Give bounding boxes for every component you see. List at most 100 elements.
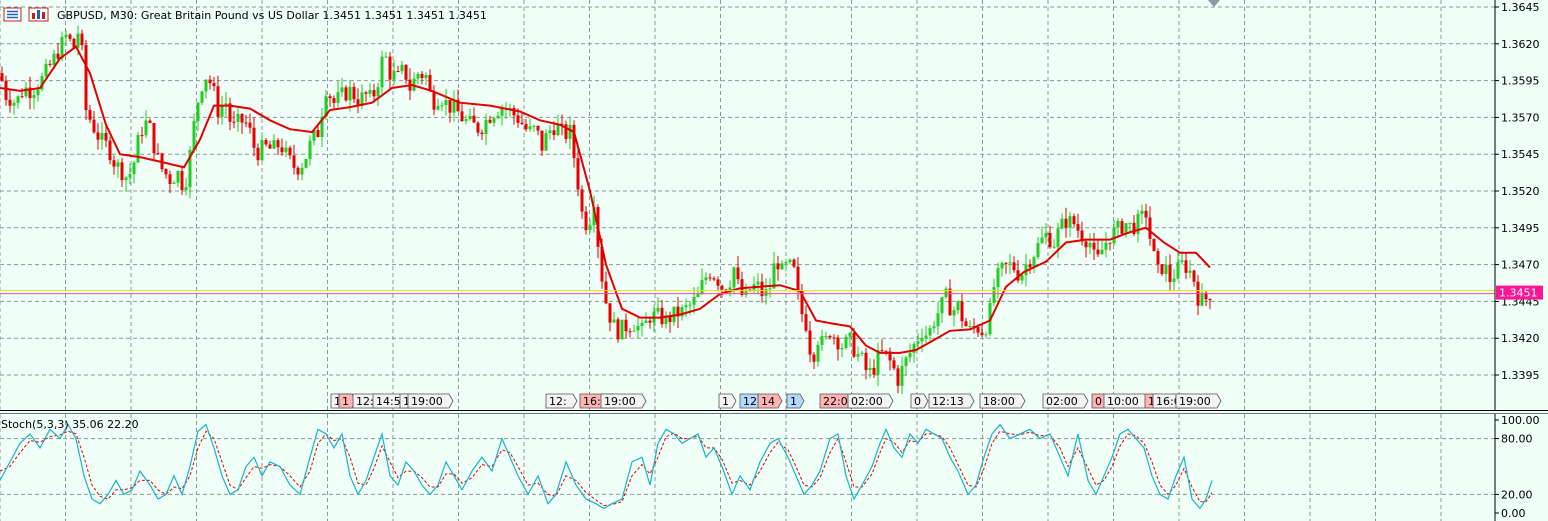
- candle-body: [932, 326, 936, 329]
- candle-body: [8, 99, 12, 106]
- candle-body: [632, 330, 636, 332]
- candle-body: [1028, 264, 1032, 268]
- event-marker[interactable]: 12:13: [928, 393, 975, 409]
- candle-body: [1112, 227, 1116, 244]
- event-markers[interactable]: 1:112:14:5119:0012:16:019:0011214122:000…: [330, 393, 1222, 409]
- event-marker[interactable]: 10:00: [1103, 393, 1150, 409]
- candle-body: [452, 100, 456, 113]
- event-marker[interactable]: 18:00: [979, 393, 1026, 409]
- candle-body: [1140, 210, 1144, 214]
- candle-body: [1152, 238, 1156, 252]
- candle-body: [448, 100, 452, 113]
- candle-body: [700, 280, 704, 294]
- candle-body: [1104, 242, 1108, 250]
- candle-body: [1172, 278, 1176, 282]
- candle-body: [220, 106, 224, 117]
- list-icon[interactable]: [3, 7, 22, 22]
- svg-text:1.3451: 1.3451: [1499, 287, 1538, 300]
- event-marker-label: 19:00: [411, 395, 443, 408]
- candle-body: [1008, 262, 1012, 264]
- candle-body: [556, 123, 560, 136]
- candle-body: [80, 33, 84, 46]
- event-marker[interactable]: 02:00: [1042, 393, 1089, 409]
- candle-body: [1124, 223, 1128, 234]
- candle-body: [1032, 257, 1036, 268]
- event-marker[interactable]: 19:00: [600, 393, 647, 409]
- candle-body: [532, 125, 536, 127]
- candle-body: [1184, 260, 1188, 273]
- event-marker[interactable]: 1: [786, 393, 805, 409]
- candle-body: [768, 288, 772, 290]
- candle-body: [888, 351, 892, 361]
- candle-body: [280, 147, 284, 153]
- candle-body: [928, 328, 932, 336]
- candle-body: [732, 267, 736, 288]
- candle-body: [276, 140, 280, 148]
- candle-body: [16, 96, 20, 103]
- candle-body: [780, 263, 784, 270]
- candle-body: [864, 352, 868, 370]
- candle-body: [40, 76, 44, 90]
- event-marker-label: 1: [1148, 395, 1155, 408]
- candle-body: [300, 167, 304, 175]
- event-marker[interactable]: 02:00: [847, 393, 894, 409]
- candle-body: [192, 120, 196, 150]
- price-tick-label: 1.3495: [1501, 222, 1540, 235]
- candle-body: [948, 288, 952, 316]
- candle-body: [708, 277, 712, 279]
- candle-body: [880, 350, 884, 352]
- candle-body: [1048, 232, 1052, 248]
- price-tick-label: 1.3645: [1501, 1, 1540, 14]
- candle-body: [188, 150, 192, 188]
- candle-body: [268, 144, 272, 149]
- candle-body: [628, 331, 632, 333]
- candle-body: [68, 34, 72, 39]
- candle-body: [560, 123, 564, 125]
- candle-body: [1156, 251, 1160, 265]
- candle-body: [328, 96, 332, 99]
- candle-body: [756, 281, 760, 285]
- candle-body: [304, 159, 308, 168]
- candle-body: [480, 132, 484, 135]
- event-marker[interactable]: 19:00: [407, 393, 454, 409]
- candle-body: [1064, 218, 1068, 228]
- event-marker-label: 14: [761, 395, 775, 408]
- candle-body: [684, 305, 688, 308]
- candle-body: [296, 167, 300, 175]
- event-marker[interactable]: 0: [910, 393, 929, 409]
- candle-body: [516, 115, 520, 123]
- candle-body: [240, 113, 244, 123]
- candle-body: [1072, 216, 1076, 225]
- event-marker[interactable]: 12:: [545, 393, 578, 409]
- candle-body: [116, 162, 120, 167]
- candle-body: [248, 122, 252, 128]
- event-marker[interactable]: 19:00: [1175, 393, 1222, 409]
- price-tick-label: 1.3395: [1501, 369, 1540, 382]
- candle-body: [1080, 230, 1084, 242]
- candle-body: [156, 153, 160, 155]
- candle-body: [376, 87, 380, 97]
- stoch-main-line: [0, 423, 1213, 510]
- candle-body: [164, 169, 168, 175]
- candle-body: [960, 301, 964, 322]
- event-marker[interactable]: 14: [757, 393, 783, 409]
- candle-body: [136, 135, 140, 163]
- candle-body: [1100, 249, 1104, 255]
- chart-header: GBPUSD, M30: Great Britain Pound vs US D…: [3, 7, 487, 22]
- candle-body: [432, 91, 436, 110]
- candle-body: [208, 79, 212, 84]
- candle-body: [1012, 262, 1016, 271]
- candle-body: [656, 307, 660, 312]
- candle-body: [336, 92, 340, 103]
- candle-body: [1208, 299, 1212, 301]
- chart-bars-icon[interactable]: [28, 7, 49, 22]
- candle-body: [968, 326, 972, 328]
- candle-body: [420, 73, 424, 79]
- shift-marker-icon[interactable]: [1208, 0, 1220, 7]
- candle-body: [640, 322, 644, 326]
- candle-body: [536, 125, 540, 131]
- event-marker[interactable]: 1: [718, 393, 737, 409]
- candle-body: [672, 306, 676, 322]
- candle-body: [308, 140, 312, 159]
